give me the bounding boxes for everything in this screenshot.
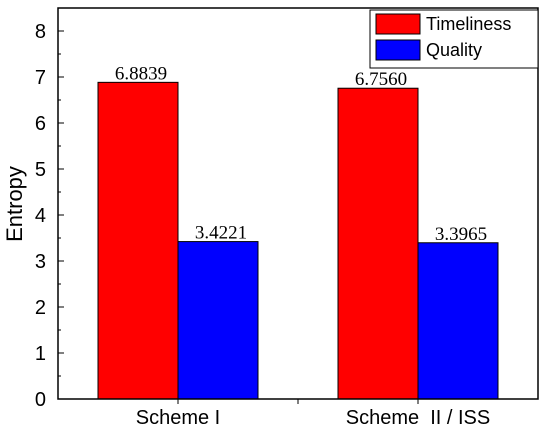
y-tick-label: 5: [35, 159, 46, 181]
y-tick-label: 3: [35, 251, 46, 273]
plot-frame: [57, 7, 539, 400]
data-label-quality-2: 3.3965: [435, 224, 487, 245]
data-labels-group: 6.8839 3.4221 6.7560 3.3965: [115, 63, 487, 244]
legend-swatch-timeliness: [375, 13, 421, 35]
x-tick-label: Scheme II / ISS: [346, 407, 491, 429]
y-axis-title: Entropy: [2, 166, 27, 242]
bar-timeliness-1: [97, 81, 179, 400]
x-tick-label: Scheme I: [136, 407, 220, 429]
y-tick-label: 8: [35, 21, 46, 43]
legend-label-quality: Quality: [426, 40, 482, 60]
bars-group: [97, 81, 499, 400]
y-tick-label: 1: [35, 343, 46, 365]
data-label-timeliness-2: 6.7560: [355, 69, 407, 90]
y-tick-label: 7: [35, 67, 46, 89]
data-label-quality-1: 3.4221: [195, 223, 247, 244]
legend-swatch-quality: [375, 39, 421, 61]
bar-timeliness-2: [337, 87, 419, 400]
y-tick-label: 6: [35, 113, 46, 135]
axes-group: Scheme I Scheme II / ISS 0 1 2 3 4 5 6 7 8: [35, 7, 539, 429]
bar-quality-2: [417, 242, 499, 400]
legend-label-timeliness: Timeliness: [426, 14, 511, 34]
bar-quality-1: [177, 241, 259, 400]
y-tick-label: 0: [35, 389, 46, 411]
y-tick-label: 4: [35, 205, 46, 227]
legend: Timeliness Quality: [369, 9, 539, 69]
data-label-timeliness-1: 6.8839: [115, 63, 167, 84]
y-tick-label: 2: [35, 297, 46, 319]
